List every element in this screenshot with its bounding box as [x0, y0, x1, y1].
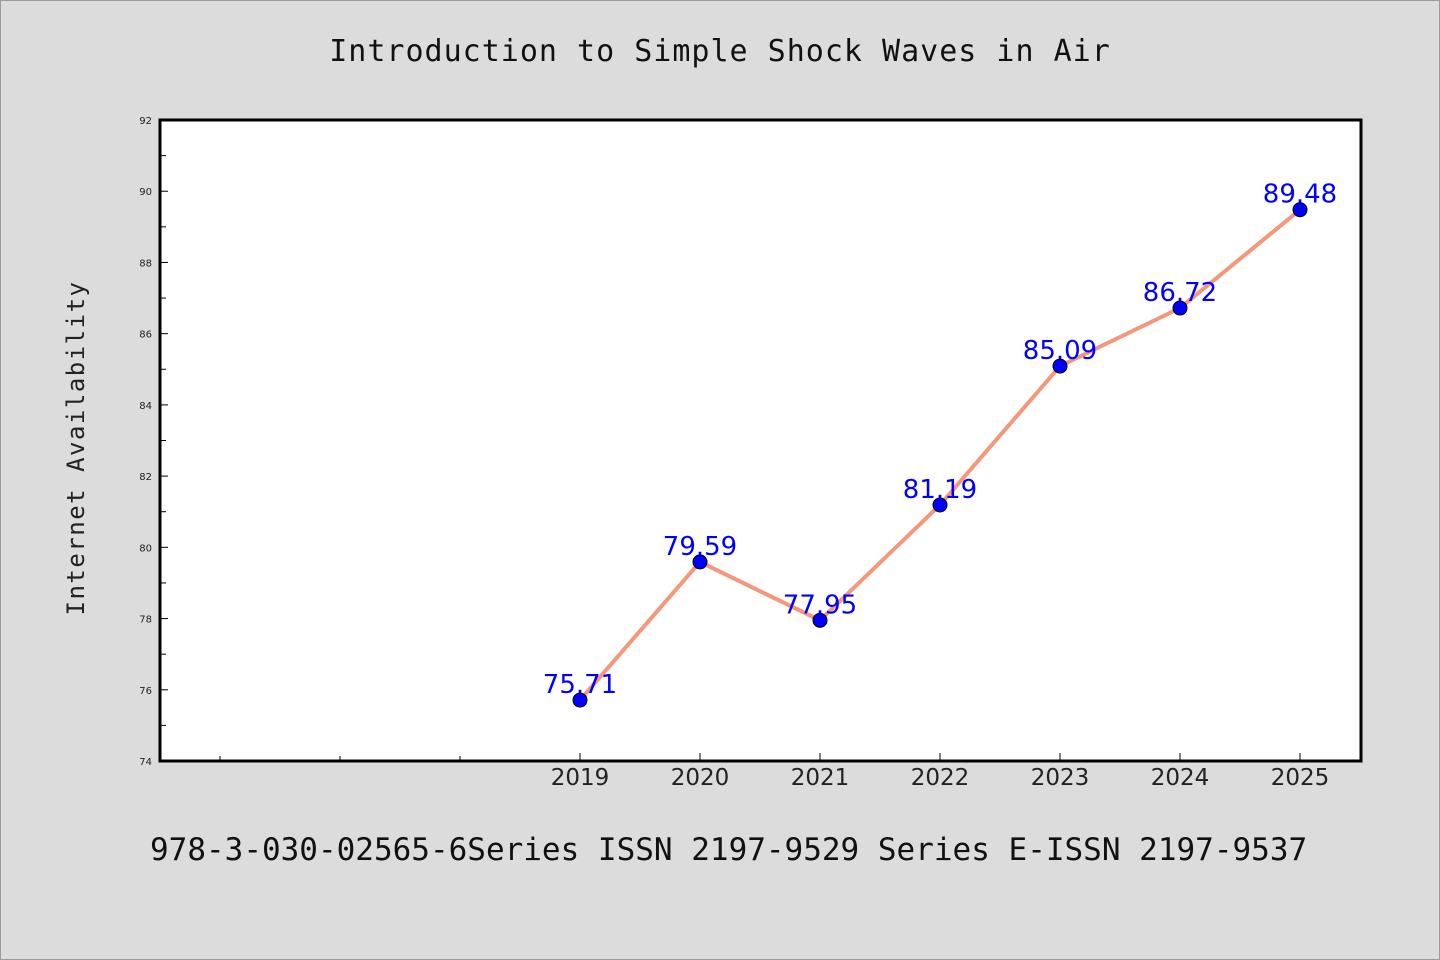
- x-tick-label: 2024: [1151, 765, 1210, 791]
- data-point: [932, 497, 948, 513]
- y-tick-label: 80: [139, 543, 152, 554]
- y-tick-label: 74: [139, 757, 152, 768]
- x-tick-label: 2021: [791, 765, 850, 791]
- plot-area: [158, 118, 1363, 763]
- data-label: 79.59: [663, 532, 737, 562]
- y-tick-label: 76: [139, 686, 152, 697]
- x-tick-label: 2020: [671, 765, 730, 791]
- data-label: 85.09: [1023, 336, 1097, 366]
- data-label: 89.48: [1263, 180, 1337, 210]
- y-tick-label: 84: [139, 401, 152, 412]
- chart-title: Introduction to Simple Shock Waves in Ai…: [329, 34, 1111, 69]
- y-tick-label: 88: [139, 258, 152, 269]
- data-label: 77.95: [783, 590, 857, 620]
- data-label: 81.19: [903, 475, 977, 505]
- data-point: [1292, 202, 1308, 218]
- data-point: [812, 612, 828, 628]
- x-tick-label: 2022: [911, 765, 970, 791]
- y-tick-label: 92: [139, 116, 152, 127]
- y-tick-label: 78: [139, 615, 152, 626]
- y-tick-label: 90: [139, 187, 152, 198]
- x-tick-label: 2025: [1271, 765, 1330, 791]
- x-tick-label: 2019: [551, 765, 610, 791]
- data-point: [1172, 300, 1188, 316]
- data-point: [1052, 358, 1068, 374]
- data-point: [572, 692, 588, 708]
- y-tick-label: 82: [139, 472, 152, 483]
- x-tick-label: 2023: [1031, 765, 1090, 791]
- data-point: [692, 554, 708, 570]
- footer-text: 978-3-030-02565-6Series ISSN 2197-9529 S…: [150, 832, 1308, 868]
- data-label: 75.71: [543, 670, 617, 700]
- y-tick-label: 86: [139, 330, 152, 341]
- data-label: 86.72: [1143, 278, 1217, 308]
